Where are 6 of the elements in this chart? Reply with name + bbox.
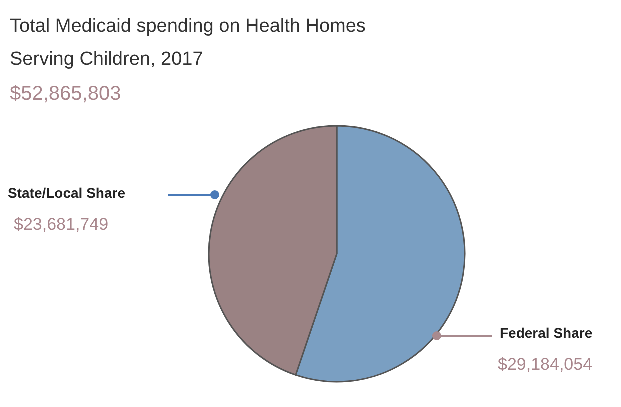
data-label: $29,184,054 [498,355,593,374]
data-label: $23,681,749 [14,215,109,234]
slice-label: Federal Share [500,325,593,341]
chart-subtitle: $52,865,803 [10,83,122,105]
chart-title: Total Medicaid spending on Health Homes Serving Children, 2017 [10,16,366,70]
slice-label: State/Local Share [8,185,126,201]
